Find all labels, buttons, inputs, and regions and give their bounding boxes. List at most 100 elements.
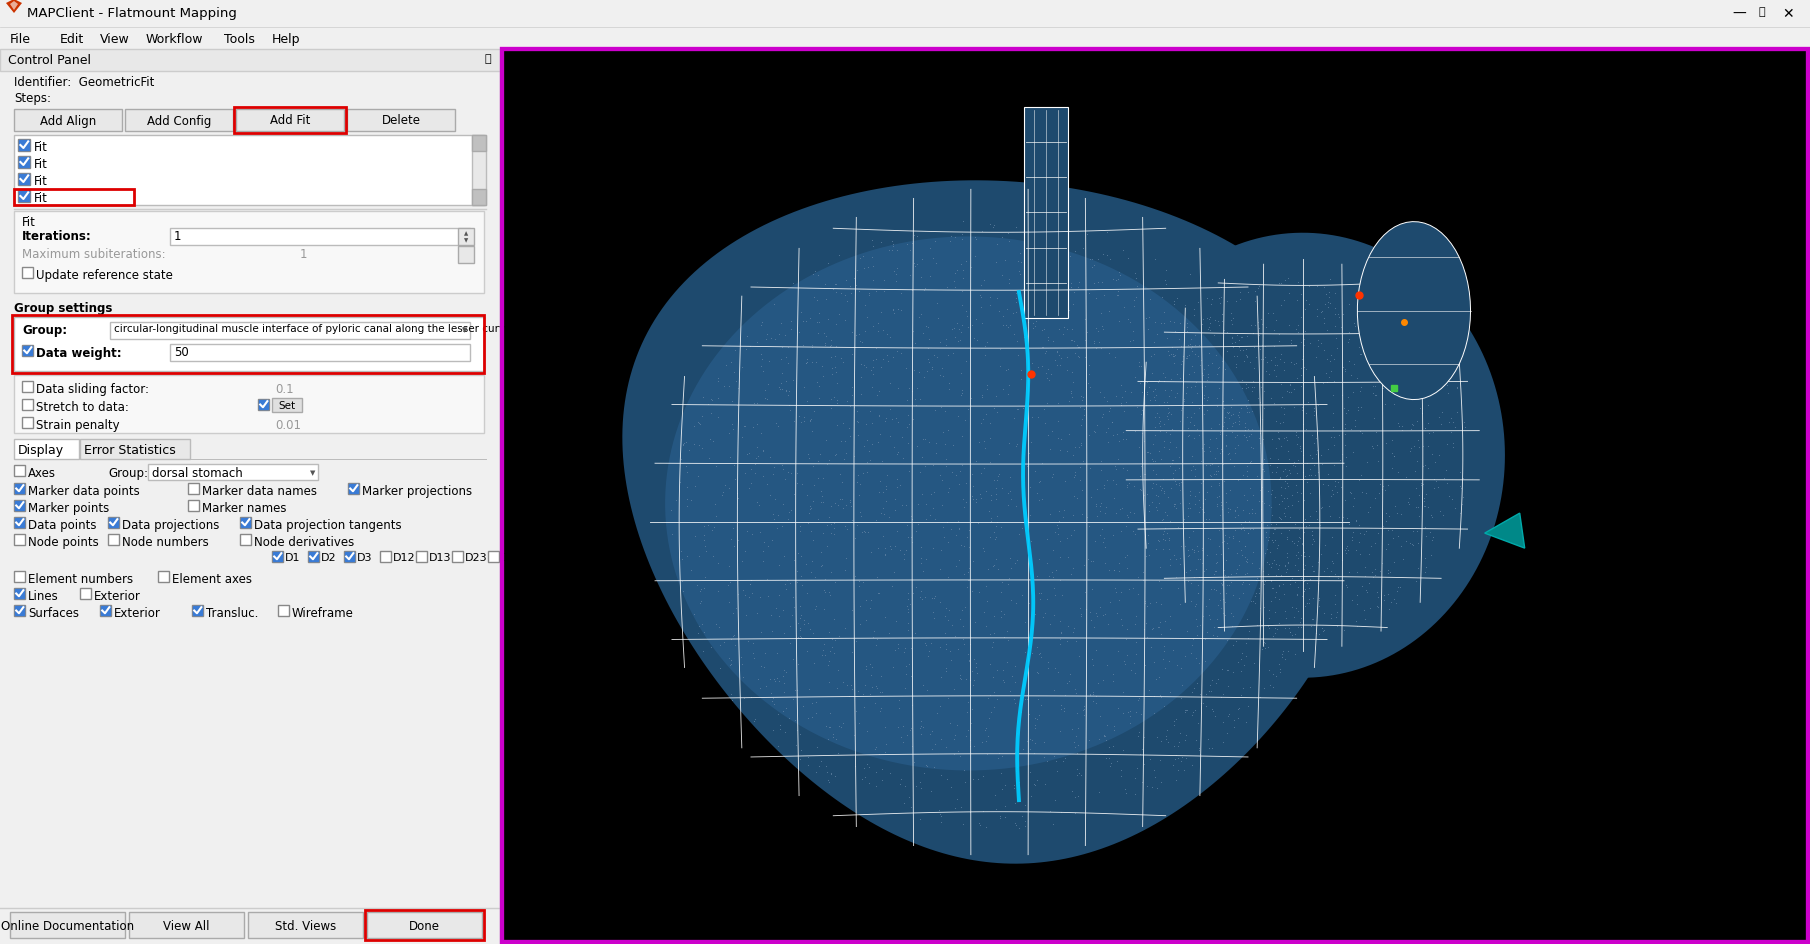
Point — [1231, 377, 1260, 392]
Point — [668, 583, 697, 598]
Point — [1155, 552, 1184, 567]
Point — [1263, 558, 1292, 573]
Point — [948, 214, 977, 229]
Point — [1363, 526, 1392, 541]
Point — [1151, 532, 1180, 548]
Point — [983, 509, 1012, 524]
Point — [871, 548, 900, 563]
Point — [1263, 425, 1292, 440]
Point — [1081, 321, 1110, 336]
Point — [816, 767, 845, 782]
Point — [909, 766, 938, 781]
Point — [1026, 492, 1055, 507]
Point — [1162, 477, 1191, 492]
Point — [1303, 309, 1332, 324]
Point — [751, 383, 780, 398]
Point — [1432, 476, 1461, 491]
Point — [1189, 564, 1218, 579]
Bar — [14, 376, 483, 433]
Point — [907, 718, 936, 733]
Point — [892, 497, 921, 513]
Point — [1169, 519, 1198, 534]
Point — [814, 625, 843, 640]
Point — [1111, 648, 1140, 663]
Point — [936, 522, 965, 537]
Point — [959, 772, 988, 787]
Point — [1372, 506, 1401, 521]
Point — [945, 671, 974, 686]
Point — [704, 583, 733, 598]
Point — [1296, 486, 1325, 501]
Point — [1061, 468, 1090, 483]
Point — [760, 672, 789, 687]
Point — [1023, 665, 1052, 680]
Point — [1374, 325, 1403, 340]
Point — [863, 585, 892, 600]
Point — [849, 465, 878, 480]
Point — [1120, 770, 1149, 785]
Point — [900, 586, 929, 601]
Text: 1: 1 — [174, 229, 181, 243]
Polygon shape — [1484, 514, 1524, 548]
Point — [1287, 548, 1316, 564]
Point — [1374, 587, 1403, 602]
Point — [900, 754, 929, 769]
Point — [1026, 257, 1055, 272]
Point — [1059, 296, 1088, 312]
Point — [1119, 524, 1148, 539]
Point — [766, 717, 795, 733]
Point — [729, 583, 758, 598]
Point — [1276, 577, 1305, 592]
Point — [1258, 432, 1287, 447]
Point — [854, 776, 883, 791]
Point — [959, 479, 988, 494]
Bar — [24, 346, 33, 356]
Point — [1006, 692, 1035, 707]
Point — [1140, 763, 1169, 778]
Point — [1167, 340, 1196, 355]
Point — [1099, 738, 1128, 753]
Point — [983, 692, 1012, 707]
Point — [1345, 383, 1374, 398]
Point — [1180, 599, 1209, 615]
Point — [1108, 244, 1137, 259]
Point — [849, 439, 878, 454]
Point — [1160, 349, 1189, 364]
Point — [898, 698, 927, 713]
Point — [1153, 490, 1182, 505]
Point — [1176, 707, 1205, 722]
Point — [921, 706, 950, 721]
Point — [836, 495, 865, 510]
Point — [1144, 619, 1173, 634]
Point — [717, 657, 746, 672]
Point — [700, 497, 729, 512]
Point — [1258, 464, 1287, 480]
Point — [780, 683, 809, 699]
Point — [1059, 509, 1088, 524]
Point — [1102, 585, 1131, 600]
Point — [1247, 380, 1276, 396]
Point — [1176, 594, 1205, 609]
Point — [1001, 305, 1030, 320]
Point — [1180, 379, 1209, 395]
Point — [1236, 680, 1265, 695]
Point — [1028, 610, 1057, 625]
Point — [1059, 470, 1088, 485]
Point — [1055, 303, 1084, 318]
Point — [1224, 508, 1253, 523]
Point — [865, 586, 894, 601]
Bar — [80, 440, 190, 460]
Point — [1240, 656, 1269, 671]
Point — [1066, 767, 1095, 783]
Point — [1135, 683, 1164, 698]
Point — [871, 737, 900, 752]
Point — [1180, 406, 1209, 421]
Point — [1229, 585, 1258, 600]
Point — [1178, 430, 1207, 446]
Point — [829, 500, 858, 515]
Point — [1075, 252, 1104, 267]
Point — [1110, 743, 1138, 758]
Point — [1329, 623, 1358, 638]
Point — [820, 521, 849, 536]
Point — [979, 609, 1008, 624]
